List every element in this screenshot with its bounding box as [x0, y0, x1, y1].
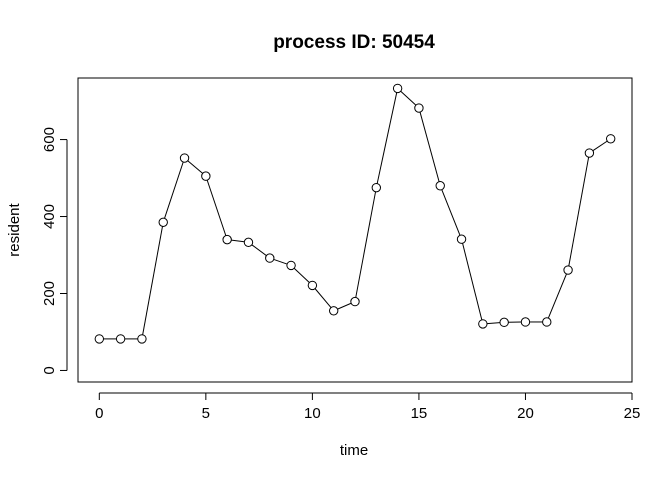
data-point [371, 182, 382, 193]
series-line-segment [314, 288, 332, 308]
y-tick-label: 0 [41, 366, 58, 374]
x-tick-label: 10 [304, 405, 321, 422]
series-line-segment [251, 244, 267, 256]
plot-area-border [77, 77, 633, 383]
data-point [499, 317, 509, 328]
series-line-segment [206, 179, 227, 236]
y-tick-label: 600 [41, 127, 58, 152]
x-tick-label: 25 [624, 405, 641, 422]
series-line-segment [376, 92, 398, 184]
data-point [265, 253, 275, 263]
chart-title: process ID: 50454 [273, 32, 435, 53]
data-point [201, 171, 211, 181]
series-line-segment [273, 258, 288, 265]
x-tick-label: 0 [95, 405, 103, 422]
data-point [94, 334, 105, 344]
series-line-segment [462, 243, 483, 320]
series-line-segment [187, 160, 203, 174]
series-line-segment [142, 226, 163, 335]
series-line-segment [337, 302, 352, 310]
series-line-segment [486, 322, 501, 325]
data-point [243, 237, 254, 248]
data-point [584, 148, 595, 158]
series-line-segment [419, 111, 440, 182]
data-point [307, 280, 318, 291]
series-line-segment [293, 267, 310, 283]
x-tick-label: 15 [411, 405, 428, 422]
data-point [605, 134, 616, 144]
series-layer [94, 83, 616, 344]
data-point [286, 260, 296, 271]
data-point [328, 306, 339, 316]
series-line-segment [355, 191, 377, 298]
data-point [222, 234, 232, 245]
data-point [137, 334, 147, 344]
data-point [456, 234, 467, 244]
y-axis-label: resident [6, 202, 23, 256]
data-point [158, 217, 168, 228]
data-point [520, 317, 531, 327]
data-point [435, 181, 445, 191]
data-point [563, 265, 573, 275]
series-line-segment [441, 189, 461, 236]
series-line-segment [164, 161, 184, 219]
y-tick-label: 400 [41, 204, 58, 229]
x-tick-label: 20 [517, 405, 534, 422]
x-axis-label: time [340, 442, 368, 459]
series-line-segment [400, 90, 417, 106]
series-line-segment [231, 239, 245, 243]
data-point [392, 83, 403, 94]
series-line-segment [568, 157, 590, 266]
data-point [542, 317, 552, 327]
data-point [115, 334, 126, 344]
y-axis: 0 200 400 600 [41, 127, 68, 375]
x-axis: 0 5 10 15 20 25 [95, 392, 641, 422]
data-point [478, 319, 488, 329]
y-tick-label: 200 [41, 281, 58, 306]
series-line-segment [592, 140, 608, 152]
data-point [414, 103, 424, 113]
data-point [179, 153, 190, 163]
series-line-segment [547, 273, 567, 319]
x-tick-label: 5 [202, 405, 210, 422]
data-point [350, 296, 360, 307]
